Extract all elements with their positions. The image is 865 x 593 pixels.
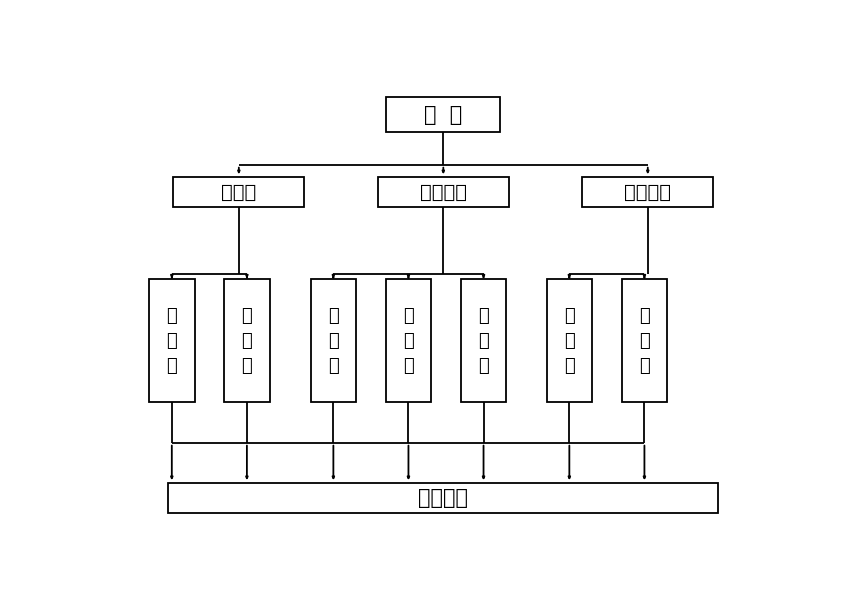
Text: 副场长: 副场长 <box>221 183 257 202</box>
Bar <box>547 279 593 402</box>
Text: 综
合
办: 综 合 办 <box>564 307 574 375</box>
Text: 工
经
部: 工 经 部 <box>403 307 413 375</box>
Bar <box>224 279 270 402</box>
Text: 场  长: 场 长 <box>424 104 463 125</box>
Bar <box>461 279 506 402</box>
Text: 试
验
室: 试 验 室 <box>639 307 650 375</box>
Bar <box>622 279 667 402</box>
Bar <box>169 483 718 513</box>
Text: 安全总监: 安全总监 <box>625 183 671 202</box>
Bar <box>149 279 195 402</box>
Bar <box>378 177 509 207</box>
Bar <box>311 279 356 402</box>
Text: 财
务
部: 财 务 部 <box>478 307 489 375</box>
Bar <box>582 177 713 207</box>
Bar <box>386 279 432 402</box>
Bar <box>387 97 500 132</box>
Bar <box>174 177 304 207</box>
Text: 安
质
部: 安 质 部 <box>241 307 253 375</box>
Text: 物
机
部: 物 机 部 <box>328 307 339 375</box>
Text: 总工程师: 总工程师 <box>420 183 467 202</box>
Text: 各架子队: 各架子队 <box>419 488 468 508</box>
Text: 工
程
部: 工 程 部 <box>166 307 177 375</box>
